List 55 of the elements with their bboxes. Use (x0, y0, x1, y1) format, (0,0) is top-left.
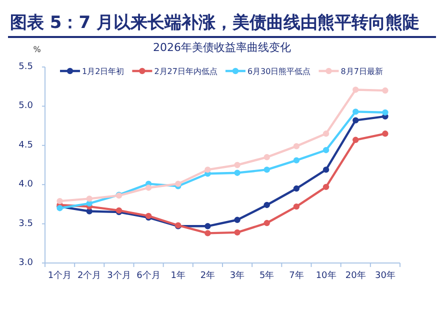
y-tick-label: 3.5 (18, 218, 33, 229)
y-axis-title: % (33, 45, 42, 54)
point (352, 86, 359, 93)
legend-label: 2月27日年内低点 (154, 67, 218, 76)
point (56, 198, 63, 204)
x-tick-label: 20年 (345, 270, 366, 281)
point (322, 166, 330, 173)
point (382, 87, 388, 94)
point (264, 202, 270, 208)
point (264, 220, 270, 226)
point (145, 184, 152, 191)
point (352, 108, 359, 115)
point (322, 184, 330, 190)
point (264, 154, 270, 160)
point (382, 109, 388, 116)
y-tick-label: 5.0 (18, 101, 34, 112)
legend-label: 8月7日最新 (340, 67, 383, 76)
point (293, 143, 300, 150)
y-tick-label: 5.5 (18, 62, 33, 72)
point (293, 157, 300, 164)
x-tick-label: 2个月 (78, 270, 102, 281)
point (204, 230, 211, 236)
chart-subtitle: 2026年美债收益率曲线变化 (153, 41, 291, 54)
x-tick-label: 10年 (316, 270, 336, 281)
x-tick-label: 3个月 (107, 270, 131, 281)
point (352, 117, 359, 124)
point (293, 185, 300, 192)
x-tick-label: 1个月 (48, 270, 72, 281)
x-tick-label: 2年 (200, 270, 216, 281)
point (322, 130, 330, 137)
x-tick-label: 30年 (374, 270, 396, 281)
y-tick-label: 4.5 (18, 140, 33, 150)
point (352, 136, 359, 144)
point (234, 170, 240, 176)
x-tick-label: 5年 (260, 270, 274, 281)
y-tick-label: 4.0 (18, 180, 34, 190)
x-tick-label: 1年 (170, 270, 186, 281)
chart-title: 图表 5：7 月以来长端补涨，美债曲线由熊平转向熊陡 (10, 13, 420, 33)
legend-label: 1月2日年初 (82, 67, 124, 76)
point (264, 166, 270, 173)
point (204, 223, 211, 230)
point (175, 180, 182, 187)
legend-label: 6月30日熊平低点 (247, 67, 311, 76)
point (322, 147, 330, 154)
x-tick-label: 3年 (230, 270, 245, 281)
point (204, 166, 211, 173)
point (234, 162, 240, 168)
x-tick-label: 6个月 (136, 270, 160, 281)
point (293, 203, 300, 210)
point (234, 216, 240, 223)
point (86, 196, 92, 202)
x-tick-label: 7年 (289, 270, 304, 281)
point (382, 130, 388, 137)
y-tick-label: 3.0 (18, 258, 34, 268)
point (234, 229, 240, 236)
